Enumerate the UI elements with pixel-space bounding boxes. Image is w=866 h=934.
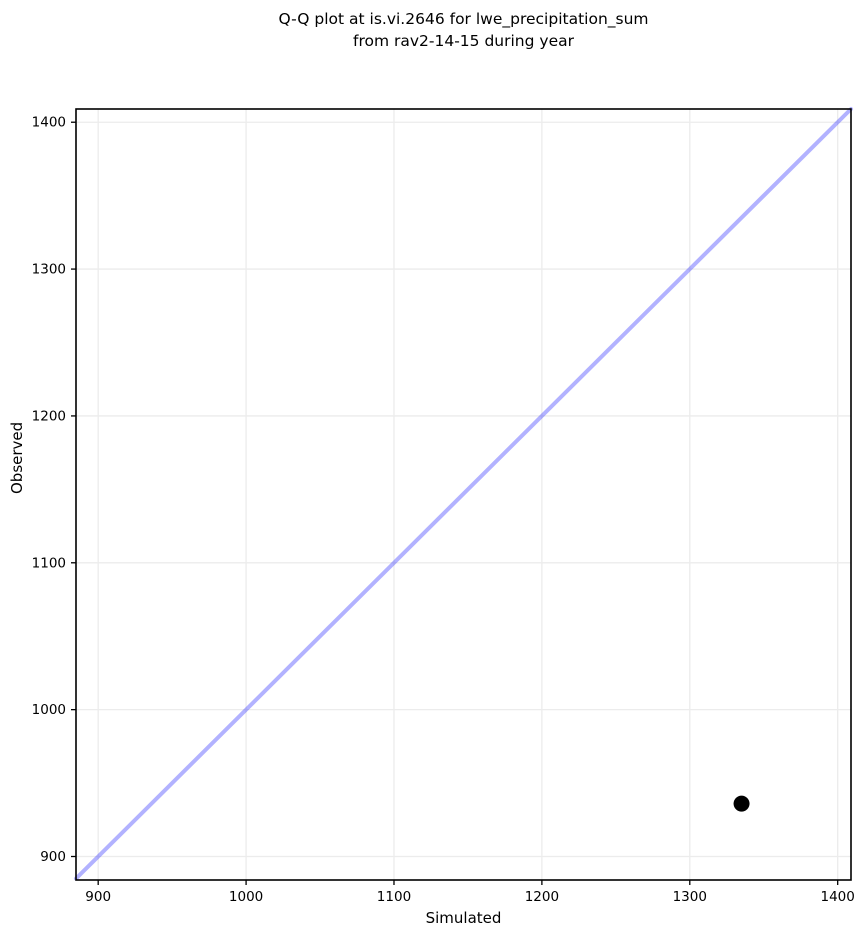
x-tick-label: 1400 (821, 889, 855, 905)
x-tick-label: 900 (85, 889, 111, 905)
y-tick-label: 1000 (32, 702, 66, 718)
x-tick-label: 1100 (377, 889, 411, 905)
x-tick-label: 1300 (673, 889, 707, 905)
x-axis-label: Simulated (425, 909, 502, 927)
y-tick-label: 1200 (32, 408, 66, 424)
reference-identity-line (74, 107, 853, 881)
chart-title-line2: from rav2-14-15 during year (353, 32, 574, 50)
x-tick-label: 1000 (229, 889, 263, 905)
x-tick-label: 1200 (525, 889, 559, 905)
axes-spines (75, 108, 852, 881)
y-tick-label: 1400 (32, 115, 66, 131)
data-point (733, 795, 750, 812)
y-tick-label: 900 (40, 849, 66, 865)
chart-title-line1: Q-Q plot at is.vi.2646 for lwe_precipita… (278, 10, 649, 28)
chart-title: Q-Q plot at is.vi.2646 for lwe_precipita… (76, 8, 851, 52)
y-tick-label: 1100 (32, 555, 66, 571)
y-tick-label: 1300 (32, 262, 66, 278)
